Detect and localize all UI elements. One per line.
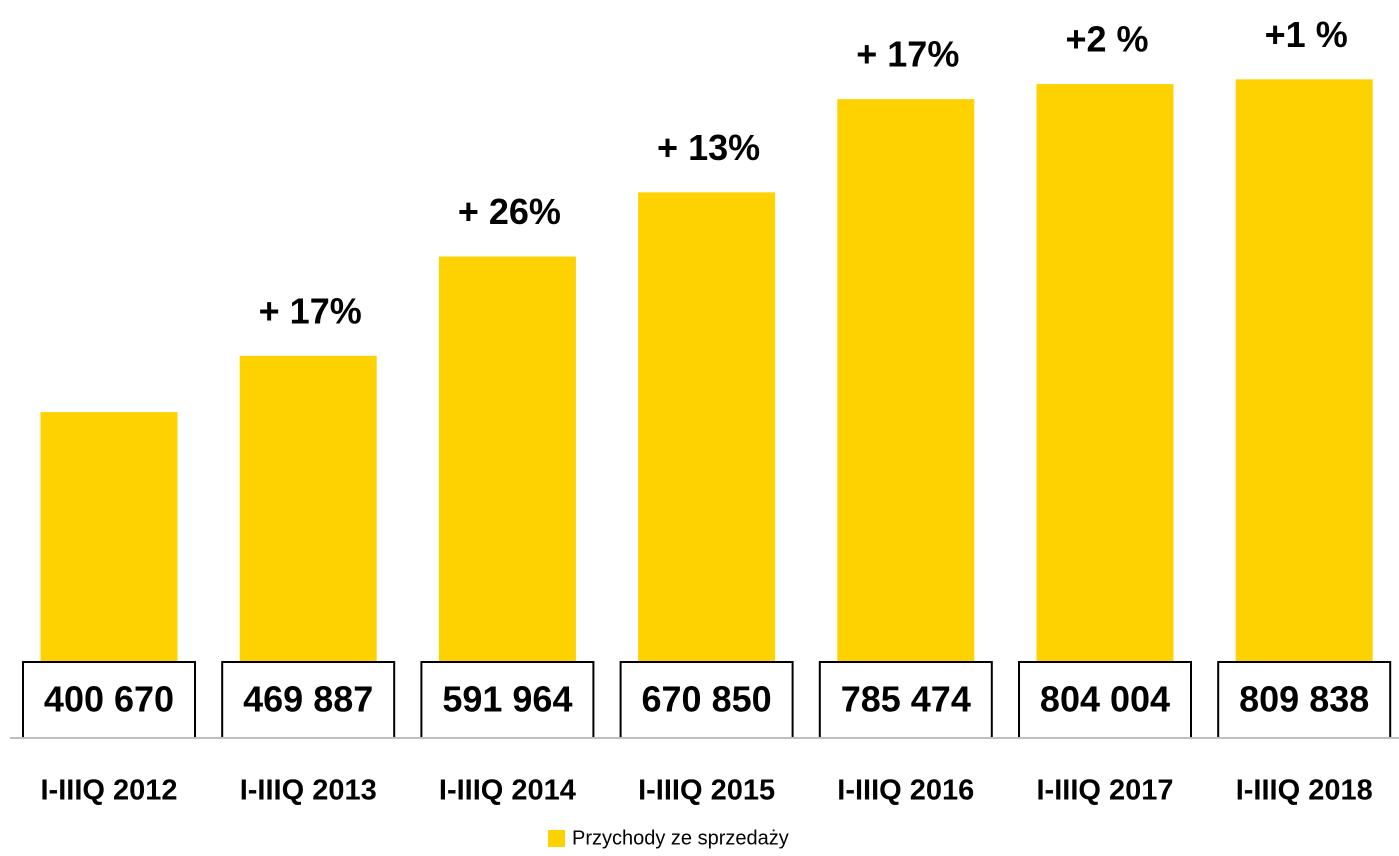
bar — [638, 192, 776, 738]
bar — [1235, 79, 1373, 738]
value-label: 809 838 — [1239, 679, 1369, 720]
value-label: 804 004 — [1040, 679, 1170, 720]
bar — [837, 99, 975, 738]
value-label: 670 850 — [642, 679, 772, 720]
value-label: 469 887 — [243, 679, 373, 720]
bar — [438, 256, 576, 738]
growth-label: +1 % — [1265, 14, 1348, 55]
x-tick-label: I-IIIQ 2013 — [240, 775, 377, 807]
value-label-box — [1217, 661, 1392, 739]
value-label: 400 670 — [44, 679, 174, 720]
legend-swatch — [548, 830, 565, 847]
x-tick-label: I-IIIQ 2017 — [1036, 775, 1173, 807]
legend-label: Przychody ze sprzedaży — [572, 827, 789, 849]
growth-label: +2 % — [1065, 19, 1148, 60]
bar — [1036, 84, 1174, 739]
value-label-box — [22, 661, 196, 739]
value-label-box — [221, 661, 396, 739]
x-tick-label: I-IIIQ 2014 — [439, 775, 576, 807]
value-label: 591 964 — [442, 679, 572, 720]
x-tick-label: I-IIIQ 2018 — [1236, 775, 1373, 807]
value-label-box — [1018, 661, 1192, 739]
x-tick-label: I-IIIQ 2015 — [638, 775, 775, 807]
x-tick-label: I-IIIQ 2012 — [40, 775, 177, 807]
growth-label: + 26% — [458, 191, 561, 232]
x-tick-label: I-IIIQ 2016 — [837, 775, 974, 807]
growth-label: + 13% — [657, 127, 760, 168]
growth-label: + 17% — [856, 34, 959, 75]
value-label: 785 474 — [841, 679, 971, 720]
growth-label: + 17% — [259, 290, 362, 331]
